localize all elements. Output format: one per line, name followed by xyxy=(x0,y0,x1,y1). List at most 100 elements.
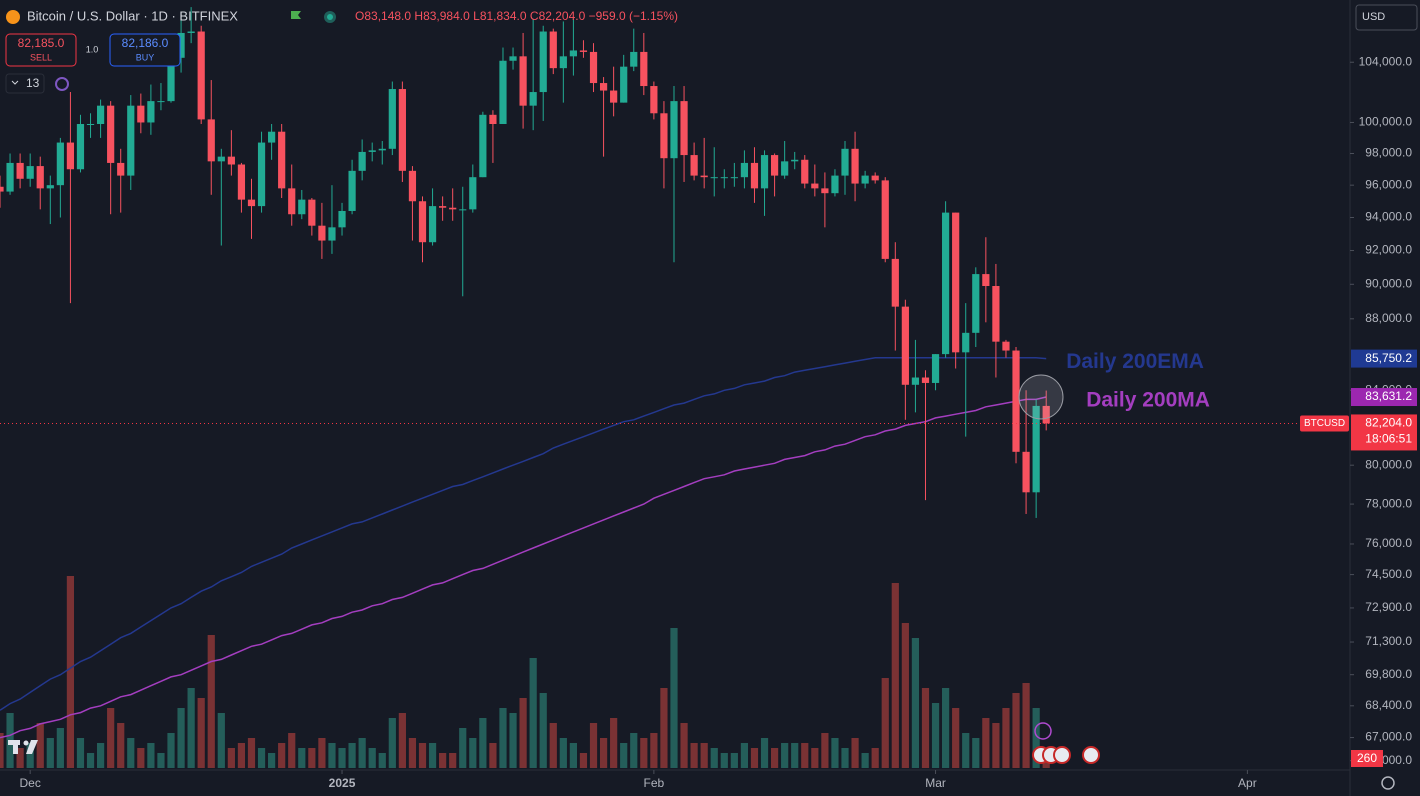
volume-bar xyxy=(46,738,54,768)
volume-bar xyxy=(579,753,588,768)
candle-body xyxy=(147,101,155,123)
candle-body xyxy=(640,51,648,87)
currency-select[interactable]: USD xyxy=(1355,4,1418,31)
ohlc-label: O xyxy=(355,9,364,23)
buy-button[interactable]: 82,186.0 BUY xyxy=(109,33,181,67)
candle-body xyxy=(650,86,658,114)
event-flag[interactable] xyxy=(1082,746,1100,764)
candle-body xyxy=(720,177,728,179)
candle-body xyxy=(861,175,869,184)
sell-price: 82,185.0 xyxy=(18,36,65,50)
volume-bar xyxy=(428,743,437,768)
volume-bar xyxy=(952,708,960,768)
volume-bar xyxy=(378,753,386,768)
volume-bar xyxy=(690,743,698,768)
candle-body xyxy=(76,124,85,170)
candle-body xyxy=(781,161,789,176)
candle-body xyxy=(469,177,477,210)
indicators-count: 13 xyxy=(26,76,40,90)
event-icon[interactable] xyxy=(1034,722,1052,740)
volume-bar xyxy=(26,743,34,768)
volume-bar xyxy=(177,708,185,768)
volume-bar xyxy=(972,738,980,768)
candle-body xyxy=(268,131,276,143)
volume-bar xyxy=(589,723,598,768)
symbol-tag: BTCUSD xyxy=(1304,418,1345,429)
candle-body xyxy=(459,209,467,211)
candle-body xyxy=(851,148,859,184)
volume-bar xyxy=(559,738,567,768)
candle-body xyxy=(298,199,306,215)
y-tick-label: 98,000.0 xyxy=(1365,146,1412,160)
volume-bar xyxy=(942,688,950,768)
candle-body xyxy=(660,113,668,159)
volume-bar xyxy=(137,748,145,768)
y-tick-label: 69,800.0 xyxy=(1365,667,1412,681)
candle-body xyxy=(66,142,75,170)
ohlc-change: −959.0 (−1.15%) xyxy=(589,9,678,23)
logo-part xyxy=(23,740,29,746)
candle-body xyxy=(16,162,24,179)
ohlc-label: C xyxy=(530,9,539,23)
candle-body xyxy=(549,31,557,69)
candle-body xyxy=(318,225,326,241)
candle-body xyxy=(630,51,638,67)
y-tick-label: 78,000.0 xyxy=(1365,496,1412,510)
volume-bar xyxy=(720,753,728,768)
candle-body xyxy=(247,199,256,207)
candle-body xyxy=(328,227,336,241)
candle-body xyxy=(589,51,598,84)
settings-icon[interactable] xyxy=(1381,776,1395,790)
volume-bar xyxy=(388,718,396,768)
volume-bar xyxy=(931,703,940,768)
candle-body xyxy=(428,206,437,243)
candle-body xyxy=(559,56,567,69)
volume-bar xyxy=(227,748,235,768)
sell-box xyxy=(5,33,77,67)
event-flag[interactable] xyxy=(1053,746,1071,764)
candle-body xyxy=(157,101,165,103)
volume-bar xyxy=(298,748,306,768)
candle-body xyxy=(217,156,225,162)
candle-body xyxy=(599,83,608,91)
candle-body xyxy=(86,124,95,126)
candle-body xyxy=(831,175,839,194)
volume-bar xyxy=(469,738,477,768)
volume-bar xyxy=(268,753,276,768)
candle-body xyxy=(107,105,115,163)
sell-button[interactable]: 82,185.0 SELL xyxy=(5,33,77,67)
candle-body xyxy=(1042,405,1050,424)
candle-body xyxy=(740,162,749,178)
quantity: 1.0 xyxy=(86,44,99,54)
y-tick-label: 67,000.0 xyxy=(1365,730,1412,744)
candle-body xyxy=(358,151,366,171)
candle-body xyxy=(187,31,195,33)
volume-bar xyxy=(398,713,406,768)
volume-bar xyxy=(368,748,376,768)
volume-bar xyxy=(529,658,537,768)
buy-price: 82,186.0 xyxy=(122,36,169,50)
indicators-toggle[interactable]: 13 xyxy=(5,73,45,94)
volume-bar xyxy=(66,576,75,768)
candle-body xyxy=(117,162,125,176)
volume-bar xyxy=(76,738,85,768)
candle-body xyxy=(499,60,507,125)
series-label: Daily 200EMA xyxy=(1066,350,1204,373)
x-tick-label: Mar xyxy=(925,776,946,790)
candle-body xyxy=(710,177,718,179)
candle-body xyxy=(821,188,829,194)
volume-bar xyxy=(680,723,688,768)
candle-body xyxy=(46,185,54,189)
candle-body xyxy=(207,119,215,162)
volume-bar xyxy=(861,753,869,768)
candle-body xyxy=(569,50,577,57)
candle-body xyxy=(539,31,547,93)
series-label: Daily 200MA xyxy=(1086,389,1210,412)
candle-body xyxy=(378,148,386,151)
ohlc-label: H xyxy=(414,9,423,23)
volume-bar xyxy=(328,743,336,768)
candle-body xyxy=(137,105,145,123)
sell-label: SELL xyxy=(30,52,52,62)
volume-bar xyxy=(1022,683,1030,768)
